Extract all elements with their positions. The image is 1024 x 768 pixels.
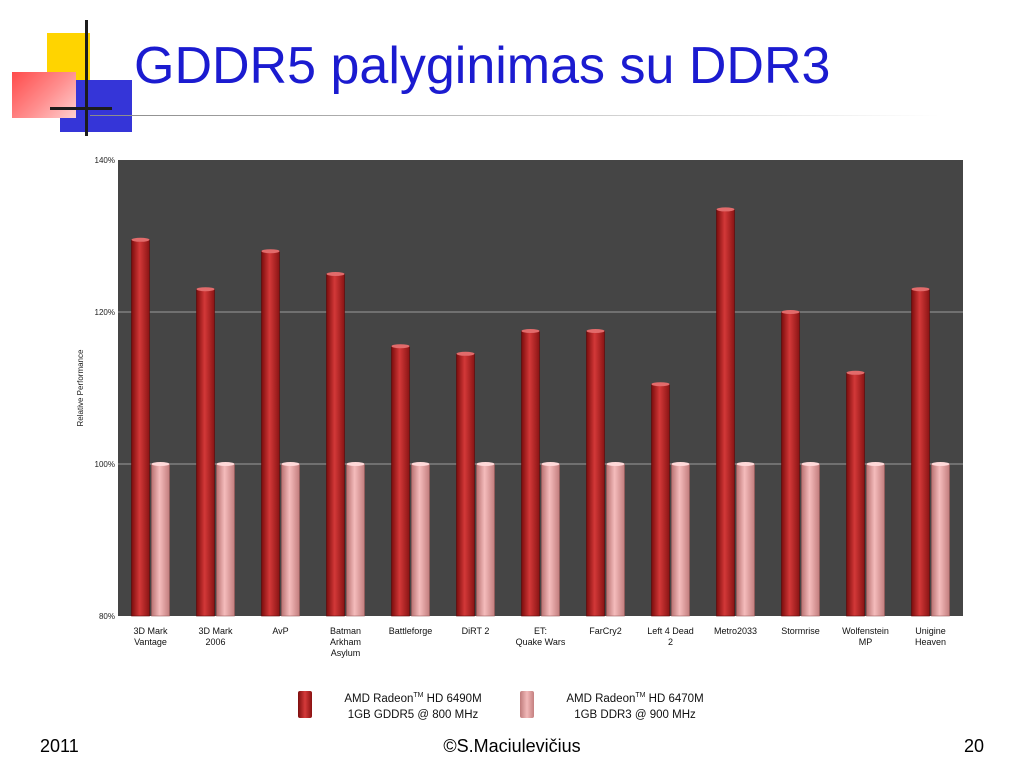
bar-ddr3-cap [606, 462, 625, 466]
bar-ddr3-cap [281, 462, 300, 466]
legend-swatch-gddr5 [298, 691, 312, 718]
bar-ddr3-cap [931, 462, 950, 466]
slide-title: GDDR5 palyginimas su DDR3 [134, 37, 831, 95]
bar-ddr3 [801, 463, 820, 617]
bar-ddr3 [346, 463, 365, 617]
x-tick-label: ET: Quake Wars [516, 626, 566, 647]
bar-ddr3-cap [151, 462, 170, 466]
bar-ddr3 [541, 463, 560, 617]
bar-gddr5 [196, 288, 215, 617]
decor-horizontal-line [50, 107, 112, 110]
bar-gddr5-cap [391, 344, 410, 349]
bar-gddr5-cap [131, 237, 150, 242]
x-tick-label: 3D Mark 2006 [198, 626, 233, 647]
footer-author: ©S.Maciulevičius [443, 736, 581, 756]
footer-year: 2011 [40, 736, 79, 756]
decor-red-square [12, 72, 76, 118]
x-tick-label: AvP [272, 626, 288, 636]
bar-gddr5 [586, 330, 605, 617]
bar-ddr3-cap [216, 462, 235, 466]
bar-gddr5-cap [846, 370, 865, 375]
bar-ddr3 [151, 463, 170, 617]
bar-ddr3 [866, 463, 885, 617]
bar-gddr5 [911, 288, 930, 617]
plot-area [118, 160, 963, 616]
x-tick-label: Batman Arkham Asylum [330, 626, 361, 658]
bar-ddr3-cap [476, 462, 495, 466]
bar-gddr5 [521, 330, 540, 617]
legend-swatch-ddr3 [520, 691, 534, 718]
bar-ddr3 [931, 463, 950, 617]
bar-gddr5 [846, 372, 865, 617]
bar-gddr5-cap [586, 329, 605, 333]
bar-gddr5 [651, 383, 670, 617]
bar-gddr5-cap [261, 249, 280, 254]
bar-ddr3 [736, 463, 755, 617]
chart-legend: AMD RadeonTM HD 6490M 1GB GDDR5 @ 800 MH… [298, 688, 738, 722]
y-axis-label: Relative Performance [76, 349, 85, 426]
bar-ddr3-cap [736, 462, 755, 466]
bar-ddr3-cap [411, 462, 430, 466]
bar-ddr3-cap [671, 462, 690, 466]
x-tick-label: Left 4 Dead 2 [647, 626, 694, 647]
x-tick-label: Metro2033 [714, 626, 757, 636]
legend-label-ddr3: AMD RadeonTM HD 6470M 1GB DDR3 @ 900 MHz [566, 692, 704, 721]
bar-gddr5-cap [456, 351, 475, 356]
x-tick-label: Stormrise [781, 626, 820, 636]
bar-ddr3-cap [801, 462, 820, 466]
bar-ddr3-cap [541, 462, 560, 466]
legend-label-gddr5: AMD RadeonTM HD 6490M 1GB GDDR5 @ 800 MH… [344, 692, 482, 721]
bar-gddr5 [131, 239, 150, 617]
bar-gddr5-cap [911, 287, 930, 292]
bar-gddr5-cap [326, 272, 345, 276]
bar-ddr3 [216, 463, 235, 617]
x-tick-label: Unigine Heaven [915, 626, 946, 647]
y-tick-label: 100% [95, 460, 115, 469]
bar-gddr5 [326, 273, 345, 617]
bar-gddr5-cap [716, 207, 735, 212]
x-tick-label: Battleforge [389, 626, 433, 636]
bar-gddr5 [261, 250, 280, 617]
y-tick-label: 80% [99, 612, 115, 621]
bar-gddr5 [781, 311, 800, 617]
bar-gddr5 [456, 353, 475, 617]
bar-ddr3 [476, 463, 495, 617]
x-tick-label: DiRT 2 [462, 626, 490, 636]
bar-ddr3-cap [866, 462, 885, 466]
bar-ddr3 [281, 463, 300, 617]
bar-gddr5 [391, 345, 410, 617]
bar-ddr3-cap [346, 462, 365, 466]
x-tick-label: FarCry2 [589, 626, 622, 636]
bar-ddr3 [606, 463, 625, 617]
bar-ddr3 [411, 463, 430, 617]
bar-gddr5 [716, 209, 735, 617]
y-tick-label: 120% [95, 308, 115, 317]
bar-ddr3 [671, 463, 690, 617]
bar-gddr5-cap [781, 310, 800, 314]
decor-vertical-line [85, 20, 88, 136]
title-underline [90, 115, 940, 116]
bar-gddr5-cap [521, 329, 540, 333]
bar-gddr5-cap [651, 382, 670, 387]
bar-gddr5-cap [196, 287, 215, 292]
x-tick-label: Wolfenstein MP [842, 626, 889, 647]
x-tick-label: 3D Mark Vantage [133, 626, 168, 647]
y-tick-label: 140% [95, 156, 115, 165]
footer-page-number: 20 [963, 736, 984, 756]
